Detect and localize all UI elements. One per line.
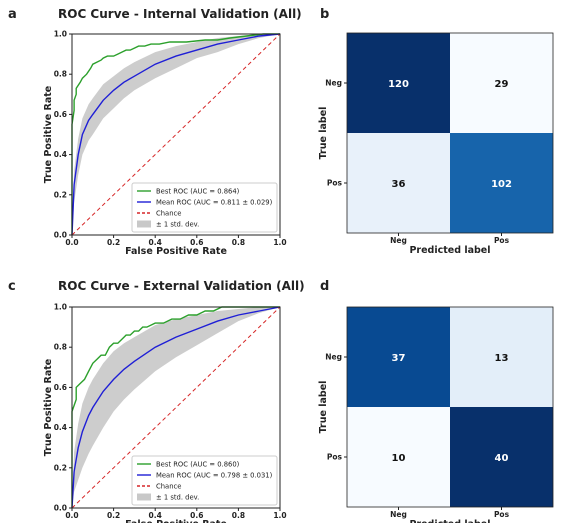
y-tick-label: 0.2 [54,463,67,472]
cell-value-label: 40 [495,453,509,464]
x-tick-label: 0.0 [65,511,78,520]
x-tick-label: 0.6 [190,511,203,520]
matrix-frame [346,32,554,234]
cell-value-label: 102 [491,179,512,190]
legend: Best ROC (AUC = 0.864) Mean ROC (AUC = 0.… [131,182,278,233]
heatmap-cell [450,307,553,407]
best-roc-line [71,306,280,508]
confusion-matrix-panel-d: d 37 13 10 40 Neg Pos Neg Pos Predicted label True… [318,279,554,527]
cell-value-label: 37 [392,353,406,364]
y-axis-label: True Positive Rate [43,86,54,184]
legend-box [131,455,278,506]
legend-swatch [137,493,151,501]
chance-line [71,33,281,236]
cell-value-label: 29 [495,79,509,90]
y-tick-label: 1.0 [54,303,67,312]
x-axis-label: False Positive Rate [125,519,227,523]
y-tick-label: Neg [325,353,342,362]
chance-line [71,306,281,509]
legend: Best ROC (AUC = 0.860) Mean ROC (AUC = 0.… [131,455,278,506]
chart-title: ROC Curve - External Validation (All) [58,279,305,293]
legend-box [131,182,278,233]
y-tick-label: Pos [327,453,343,462]
mean-roc-line [71,33,281,236]
legend-entry-label: Best ROC (AUC = 0.860) [156,461,240,469]
y-tick-label: 0.4 [54,423,67,432]
legend-entry-label: Chance [156,210,181,218]
y-axis-label: True label [318,381,329,434]
panel-label: b [320,7,329,22]
heatmap-cell [347,133,450,233]
y-axis-label: True label [318,107,329,160]
x-tick-label: 0.8 [232,238,245,247]
x-axis-label: Predicted label [409,245,490,256]
x-tick-label: 0.6 [190,238,203,247]
y-tick-label: 0.4 [54,150,67,159]
x-tick-label: 0.4 [149,511,162,520]
plot-frame [71,306,281,509]
x-axis-label: Predicted label [409,519,490,523]
x-tick-label: 0.0 [65,238,78,247]
plot-frame [71,33,281,236]
x-tick-label: 1.0 [273,238,286,247]
y-tick-label: 1.0 [54,30,67,39]
y-tick-label: 0.6 [54,383,67,392]
y-tick-label: 0.8 [54,343,67,352]
y-tick-label: Pos [327,179,343,188]
x-tick-label: Neg [390,510,407,519]
x-tick-label: Neg [390,236,407,245]
x-tick-label: 0.8 [232,511,245,520]
legend-entry-label: Mean ROC (AUC = 0.811 ± 0.029) [156,199,273,207]
legend-entry-label: Mean ROC (AUC = 0.798 ± 0.031) [156,472,273,480]
best-roc-line [71,33,280,235]
legend-entry-label: Best ROC (AUC = 0.864) [156,188,240,196]
legend-entry-label: Chance [156,483,181,491]
x-tick-label: 0.4 [149,238,162,247]
y-tick-label: 0.0 [54,231,67,240]
mean-roc-line [71,306,281,509]
chart-title: ROC Curve - Internal Validation (All) [58,7,302,21]
cell-value-label: 36 [392,179,406,190]
y-tick-label: 0.8 [54,70,67,79]
x-tick-label: Pos [494,236,510,245]
heatmap-cell [450,33,553,133]
cell-value-label: 120 [388,79,409,90]
y-axis-label: True Positive Rate [43,359,54,457]
panel-label: a [8,7,17,22]
panel-label: c [8,279,16,294]
matrix-frame [346,306,554,508]
heatmap-cell [450,407,553,507]
legend-entry-label: ± 1 std. dev. [156,494,199,502]
std-dev-band [72,307,280,508]
cell-value-label: 10 [392,453,406,464]
x-tick-label: 0.2 [107,511,120,520]
y-tick-label: 0.6 [54,110,67,119]
heatmap-cell [347,33,450,133]
y-tick-label: 0.0 [54,504,67,513]
y-tick-label: Neg [325,79,342,88]
panel-label: d [320,279,329,294]
x-tick-label: 1.0 [273,511,286,520]
x-tick-label: 0.2 [107,238,120,247]
x-axis-label: False Positive Rate [125,246,227,257]
heatmap-cell [450,133,553,233]
legend-swatch [137,220,151,228]
roc-panel-a: a ROC Curve - Internal Validation (All) 0.… [8,7,302,257]
x-tick-label: Pos [494,510,510,519]
legend-entry-label: ± 1 std. dev. [156,221,199,229]
cell-value-label: 13 [495,353,509,364]
std-dev-band [72,34,280,235]
confusion-matrix-panel-b: b 120 29 36 102 Neg Pos Neg Pos Predicted label Tr… [318,7,554,256]
heatmap-cell [347,407,450,507]
heatmap-cell [347,307,450,407]
y-tick-label: 0.2 [54,190,67,199]
